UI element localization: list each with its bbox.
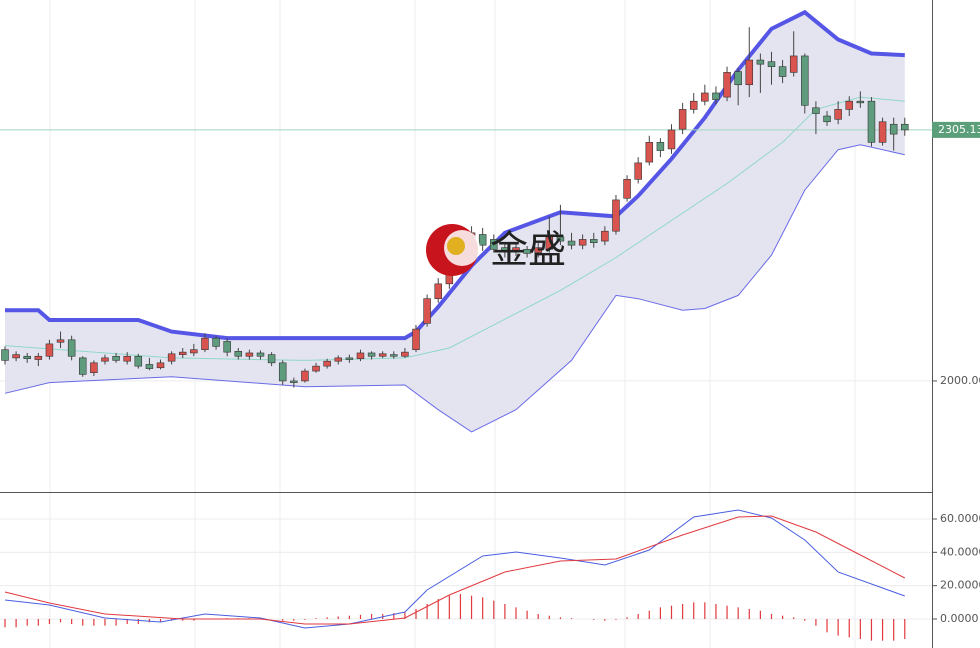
candle-body <box>167 353 176 362</box>
candle-body <box>523 248 531 254</box>
candle-body <box>734 71 742 86</box>
macd-line <box>4 509 905 629</box>
logo: 金盛 <box>426 224 566 276</box>
candle-body <box>434 283 442 299</box>
candle-body <box>301 370 309 382</box>
band-line <box>5 9 905 341</box>
y-tick-label: 60.0000 <box>940 512 980 525</box>
candle-body <box>545 236 554 250</box>
candle-body <box>689 100 698 110</box>
candle-body <box>834 109 842 120</box>
candle-body <box>678 109 687 130</box>
candle-body <box>590 239 598 244</box>
y-tick-label: 2000.00 <box>940 374 980 387</box>
candle-body <box>567 240 576 246</box>
candle-body <box>889 123 898 135</box>
candle-body <box>112 355 120 361</box>
candle-body <box>490 239 498 250</box>
candle-body <box>601 230 609 242</box>
candle-body <box>145 364 154 369</box>
logo-ball <box>447 237 465 255</box>
candle-body <box>23 355 31 360</box>
candle-body <box>501 247 509 252</box>
candle-body <box>278 362 287 382</box>
candle-body <box>245 352 254 357</box>
candle-body <box>723 72 731 98</box>
candle-body <box>67 339 76 357</box>
candle-body <box>767 61 776 67</box>
band-line <box>4 144 905 433</box>
candle-body <box>701 92 709 102</box>
band-fill <box>5 12 905 432</box>
candle-body <box>845 100 853 110</box>
candle-body <box>12 354 20 359</box>
candle-body <box>667 129 676 150</box>
candle-body <box>256 352 265 357</box>
candle-body <box>745 59 754 86</box>
candle-body <box>345 357 354 360</box>
candle-body <box>234 351 243 357</box>
candle-body <box>656 142 665 151</box>
candle-body <box>534 247 542 253</box>
candle-body <box>45 343 54 357</box>
candle-body <box>423 298 431 324</box>
candle-body <box>212 337 220 347</box>
candle-body <box>34 355 43 360</box>
candle-body <box>645 142 654 163</box>
candle-body <box>290 380 298 383</box>
candle-body <box>634 162 642 180</box>
candle-body <box>79 357 87 375</box>
candle-body <box>756 59 765 65</box>
candle-body <box>612 199 620 232</box>
candle-body <box>134 355 143 367</box>
candle-body <box>823 115 831 123</box>
candle-body <box>356 352 365 360</box>
candle-body <box>123 355 131 362</box>
plot-layer <box>0 9 932 641</box>
last-price-box <box>932 121 980 138</box>
y-tick-label: 0.0000 <box>940 612 979 625</box>
candle-body <box>378 353 387 357</box>
candle-body <box>323 360 331 367</box>
candle-body <box>267 354 276 364</box>
candle-body <box>867 100 876 143</box>
candle-body <box>578 239 587 246</box>
candle-body <box>478 234 487 246</box>
y-tick-label: 20.0000 <box>940 579 980 592</box>
watermark: 金盛 <box>490 228 566 272</box>
last-price-label: 2305.13 <box>938 123 980 136</box>
candle-body <box>223 341 231 353</box>
macd-line <box>4 515 906 625</box>
candle-body <box>367 352 376 357</box>
candle-body <box>901 123 909 131</box>
candle-body <box>623 179 631 199</box>
candle-body <box>812 107 820 114</box>
candle-body <box>712 92 720 100</box>
candle-body <box>178 351 187 355</box>
candle-body <box>789 55 798 73</box>
candle-body <box>334 357 342 362</box>
candle-body <box>190 349 198 354</box>
candle-body <box>856 100 865 104</box>
candle-body <box>390 354 398 357</box>
candle-body <box>401 351 409 357</box>
y-tick-label: 40.0000 <box>940 545 980 558</box>
candle-body <box>201 337 209 350</box>
candle-body <box>1 349 9 361</box>
candle-body <box>512 247 520 252</box>
band-line <box>4 96 905 361</box>
candle-body <box>556 236 565 242</box>
candle-body <box>878 121 887 143</box>
candle-body <box>778 66 787 77</box>
candle-body <box>101 357 109 362</box>
candle-body <box>801 55 809 106</box>
candle-body <box>312 365 320 372</box>
candle-body <box>156 362 165 369</box>
candle-body <box>90 362 98 374</box>
candle-body <box>56 339 65 343</box>
candle-body <box>412 328 420 350</box>
